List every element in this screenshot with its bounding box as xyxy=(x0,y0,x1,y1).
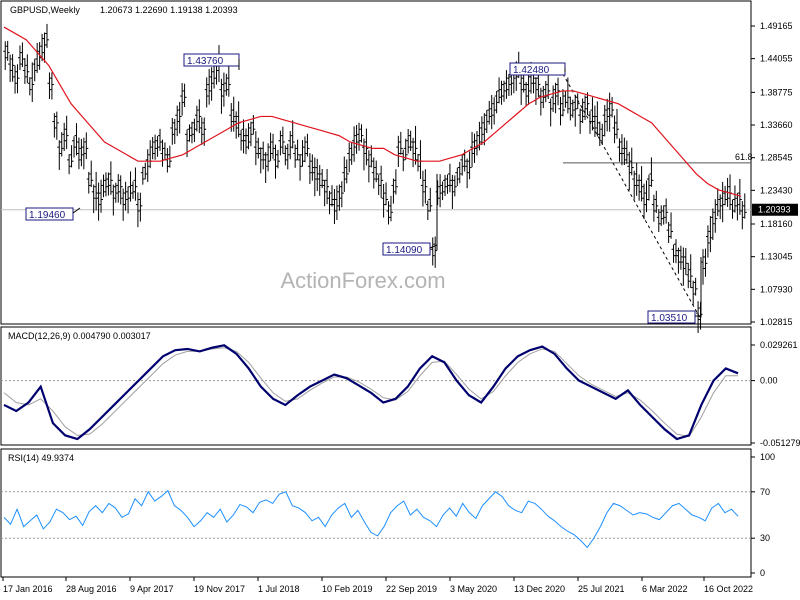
x-tick-label: 28 Aug 2016 xyxy=(66,584,117,594)
current-price-box xyxy=(752,203,798,216)
x-tick-label: 17 Jan 2016 xyxy=(3,584,53,594)
price-annotation-box xyxy=(25,207,74,221)
projection-dashed-line xyxy=(559,68,701,318)
axis-layer: 1.49165 1.44055 1.38775 1.33660 1.28545 1.234… xyxy=(2,21,800,594)
current-price-label: 1.20393 xyxy=(758,205,791,215)
macd-y-tick-label: -0.051279 xyxy=(760,438,800,448)
rsi-y-tick-label: 0 xyxy=(760,568,765,578)
price-annotation-label: 1.42480 xyxy=(513,65,550,76)
macd-main-line xyxy=(3,344,739,441)
price-annotation-label: 1.03510 xyxy=(651,313,688,324)
x-tick-label: 19 Nov 2017 xyxy=(194,584,245,594)
rsi-layer xyxy=(1,489,751,549)
chart-title: GBPUSD,Weekly xyxy=(10,5,80,15)
price-annotation-box xyxy=(647,310,696,324)
x-tick-label: 16 Oct 2022 xyxy=(704,584,753,594)
watermark: ActionForex.com xyxy=(280,268,445,293)
x-tick-label: 10 Feb 2019 xyxy=(322,584,373,594)
x-tick-label: 6 Mar 2022 xyxy=(642,584,688,594)
rsi-y-tick-label: 30 xyxy=(760,533,770,543)
x-tick-label: 3 May 2020 xyxy=(450,584,497,594)
rsi-label: RSI(14) 49.9374 xyxy=(8,453,74,463)
price-y-tick-label: 1.23430 xyxy=(760,185,793,195)
x-tick-label: 25 Jul 2021 xyxy=(578,584,625,594)
macd-panel-frame xyxy=(0,326,752,446)
x-tick-label: 22 Sep 2019 xyxy=(386,584,437,594)
rsi-panel-frame xyxy=(0,448,752,578)
price-y-tick-label: 1.28545 xyxy=(760,153,793,163)
price-annotation-label: 1.14090 xyxy=(386,245,423,256)
price-y-tick-label: 1.38775 xyxy=(760,87,793,97)
price-annotation-label: 1.43760 xyxy=(187,56,224,67)
macd-y-tick-label: 0.00 xyxy=(760,376,778,386)
rsi-line xyxy=(3,489,739,549)
price-y-tick-label: 1.44055 xyxy=(760,54,793,64)
macd-label: MACD(12,26,9) 0.004790 0.003017 xyxy=(8,331,151,341)
price-annotation-box xyxy=(382,242,431,256)
ohlc-readout: 1.20673 1.22690 1.19138 1.20393 xyxy=(100,5,238,15)
price-layer: 61.8 1.43760 1.42480 1.19460 1.14090 1.03510 xyxy=(1,23,753,334)
price-annotation-leader xyxy=(429,244,438,249)
moving-average-line xyxy=(3,26,742,197)
price-annotation-leader xyxy=(72,207,81,214)
price-y-tick-label: 1.33660 xyxy=(760,120,793,130)
price-y-tick-label: 1.49165 xyxy=(760,21,793,31)
price-y-tick-label: 1.02815 xyxy=(760,317,793,327)
macd-y-tick-label: 0.029261 xyxy=(760,340,798,350)
rsi-y-tick-label: 100 xyxy=(760,452,775,462)
x-tick-label: 9 Apr 2017 xyxy=(130,584,174,594)
macd-signal-line xyxy=(3,347,738,438)
price-y-tick-label: 1.13045 xyxy=(760,252,793,262)
price-annotation-label: 1.19460 xyxy=(29,210,66,221)
macd-layer xyxy=(1,344,751,441)
price-y-tick-label: 1.07930 xyxy=(760,284,793,294)
x-tick-label: 1 Jul 2018 xyxy=(258,584,300,594)
price-y-tick-label: 1.18160 xyxy=(760,219,793,229)
fib-618-label: 61.8 xyxy=(735,152,753,162)
rsi-y-tick-label: 70 xyxy=(760,487,770,497)
x-tick-label: 13 Dec 2020 xyxy=(514,584,565,594)
